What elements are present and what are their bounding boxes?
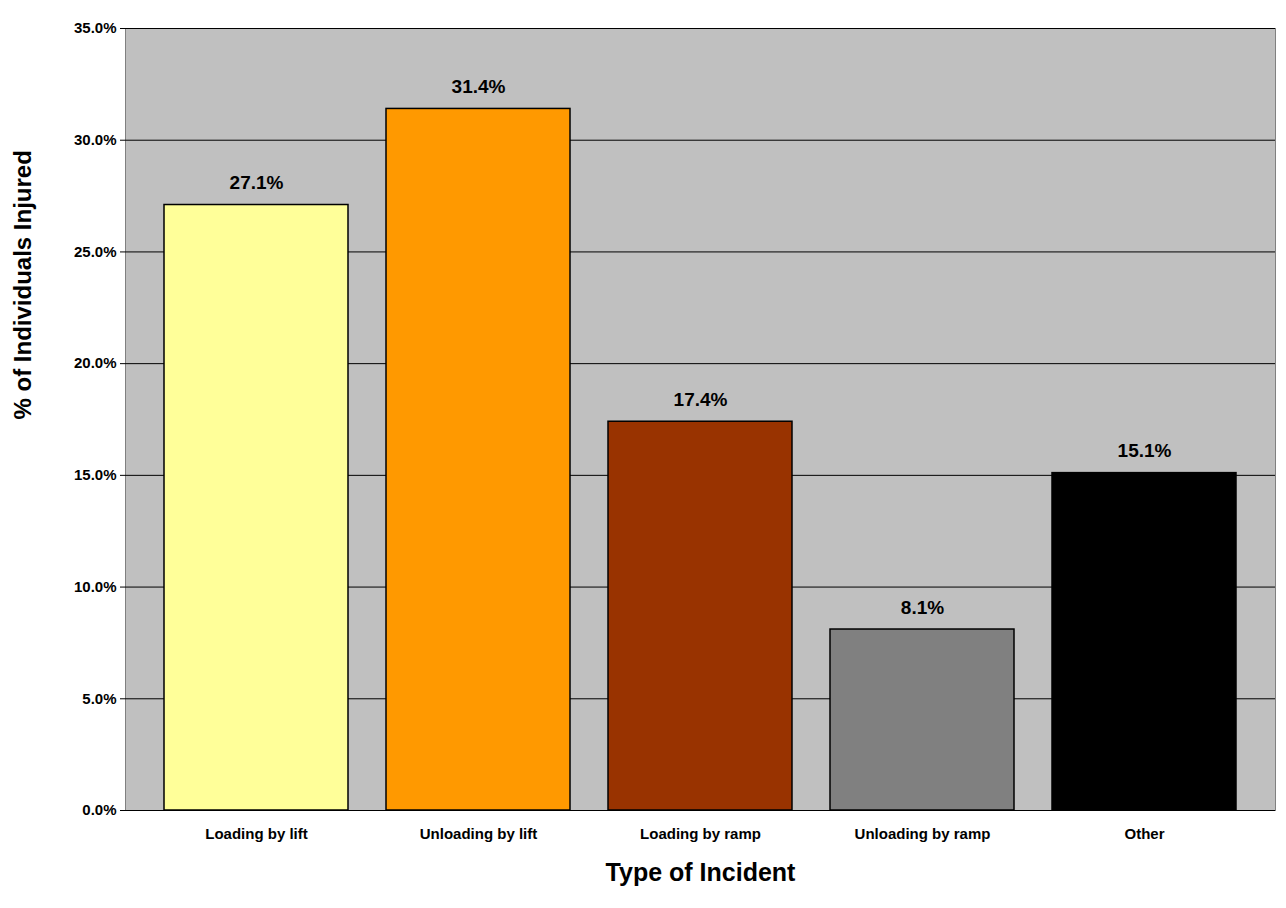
svg-text:Loading by ramp: Loading by ramp (640, 825, 761, 842)
svg-text:10.0%: 10.0% (74, 578, 117, 595)
svg-text:8.1%: 8.1% (901, 597, 944, 618)
svg-text:Type of Incident: Type of Incident (606, 858, 796, 886)
svg-text:27.1%: 27.1% (230, 172, 284, 193)
svg-text:31.4%: 31.4% (452, 76, 506, 97)
svg-text:Unloading by lift: Unloading by lift (420, 825, 538, 842)
svg-text:Unloading by ramp: Unloading by ramp (855, 825, 991, 842)
svg-text:% of Individuals Injured: % of Individuals Injured (9, 150, 36, 419)
svg-text:Loading by lift: Loading by lift (205, 825, 308, 842)
svg-text:25.0%: 25.0% (74, 243, 117, 260)
svg-text:30.0%: 30.0% (74, 131, 117, 148)
svg-text:20.0%: 20.0% (74, 354, 117, 371)
svg-text:35.0%: 35.0% (74, 19, 117, 36)
svg-text:15.1%: 15.1% (1118, 440, 1172, 461)
svg-text:5.0%: 5.0% (82, 690, 116, 707)
svg-text:Other: Other (1124, 825, 1164, 842)
svg-text:0.0%: 0.0% (82, 801, 116, 818)
svg-text:15.0%: 15.0% (74, 466, 117, 483)
svg-text:17.4%: 17.4% (674, 389, 728, 410)
